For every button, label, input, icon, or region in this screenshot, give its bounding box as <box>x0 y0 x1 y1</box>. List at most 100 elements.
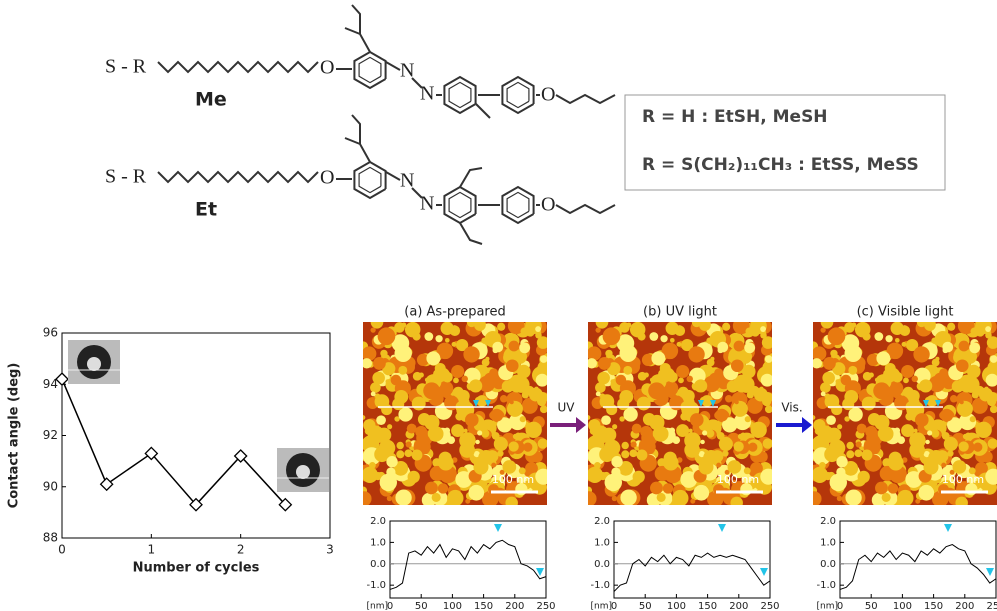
y-tick-label: 1.0 <box>820 537 836 548</box>
afm-grain <box>642 434 656 448</box>
afm-grain <box>901 329 907 335</box>
y-tick-label: -1.0 <box>366 580 386 591</box>
scale-bar-label: 100 nm <box>492 473 534 486</box>
afm-grain <box>426 351 441 366</box>
afm-grain <box>761 336 772 349</box>
bond <box>157 170 319 184</box>
atom: N <box>400 60 414 82</box>
afm-grain <box>447 489 464 505</box>
afm-grain <box>681 338 694 352</box>
afm-grain <box>930 429 940 438</box>
afm-grain <box>688 428 693 433</box>
bond <box>157 60 319 74</box>
afm-grain <box>973 442 983 452</box>
afm-grain <box>380 349 388 358</box>
afm-grain <box>386 495 393 502</box>
afm-grain <box>919 379 933 393</box>
afm-grain <box>676 341 682 347</box>
afm-grain <box>722 450 729 457</box>
afm-grain <box>722 417 738 433</box>
data-line <box>613 552 771 592</box>
x-tick-label: 100 <box>667 601 686 611</box>
y-tick-label: 1.0 <box>594 537 610 548</box>
plot-frame <box>613 520 771 599</box>
plot-frame <box>389 520 547 599</box>
afm-grain <box>836 495 843 502</box>
y-axis-label: Contact angle (deg) <box>7 363 22 509</box>
afm-grain <box>844 416 850 422</box>
definition: R = H : EtSH, MeSH <box>642 107 828 127</box>
afm-grain <box>951 380 965 393</box>
afm-grain <box>947 417 963 433</box>
afm-grain <box>958 340 970 352</box>
afm-grain <box>989 405 997 414</box>
afm-grain <box>363 419 376 432</box>
afm-grain <box>909 442 925 458</box>
afm-grain <box>626 322 632 328</box>
x-tick-label: 150 <box>924 601 943 611</box>
afm-grain <box>885 335 893 343</box>
afm-grain <box>695 435 700 440</box>
afm-grain <box>611 456 623 468</box>
bond <box>411 187 423 199</box>
x-axis-label: [nm] <box>591 602 613 611</box>
afm-grain <box>979 390 987 398</box>
x-tick-label: 200 <box>729 601 748 611</box>
afm-grain <box>370 327 376 333</box>
afm-grain <box>459 442 475 458</box>
afm-grain <box>848 407 863 422</box>
afm-grain <box>927 430 933 436</box>
afm-grain <box>508 441 519 452</box>
afm-grain <box>601 415 611 426</box>
afm-grain <box>595 382 606 393</box>
afm-grain <box>602 327 621 346</box>
afm-grain <box>534 386 539 391</box>
afm-grain <box>969 342 981 354</box>
afm-grain <box>939 411 948 420</box>
afm-grain <box>861 396 876 411</box>
afm-grain <box>611 467 621 477</box>
afm-grain <box>519 416 526 423</box>
x-axis-label: Number of cycles <box>133 561 260 576</box>
afm-grain <box>970 327 979 336</box>
afm-grain <box>989 473 997 480</box>
afm-grain <box>874 414 890 431</box>
afm-grain <box>505 496 518 505</box>
afm-grain <box>820 382 831 393</box>
afm-grain <box>598 472 608 481</box>
y-tick-label: 0.0 <box>820 559 836 570</box>
afm-grain <box>820 327 826 333</box>
afm-grain <box>455 471 473 488</box>
afm-grain <box>866 353 880 367</box>
y-tick-label: 2.0 <box>594 516 610 527</box>
afm-grain <box>363 491 372 505</box>
atom: O <box>541 194 555 216</box>
afm-grain <box>437 483 449 494</box>
afm-grain <box>588 491 597 505</box>
afm-grain <box>621 441 629 450</box>
afm-grain <box>959 400 964 405</box>
afm-grain <box>512 376 530 393</box>
afm-grain <box>822 357 836 370</box>
afm-grain <box>588 419 601 432</box>
afm-grain <box>905 412 914 421</box>
afm-grain <box>691 322 702 328</box>
afm-grain <box>612 424 618 430</box>
marker <box>189 497 203 512</box>
bond <box>475 103 491 119</box>
afm-grain <box>987 438 997 449</box>
afm-grain <box>374 446 390 463</box>
afm-grain <box>986 396 997 407</box>
afm-grain <box>456 338 469 352</box>
afm-grain <box>914 413 929 427</box>
afm-grain <box>663 380 679 396</box>
marker <box>55 372 69 387</box>
afm-grain <box>892 371 903 383</box>
afm-grain <box>525 421 542 438</box>
afm-grain <box>941 462 947 468</box>
cursor <box>698 400 704 407</box>
afm-grain <box>595 391 601 397</box>
afm-grain <box>470 435 475 440</box>
afm-grain <box>897 489 914 505</box>
afm-grain <box>451 364 465 379</box>
